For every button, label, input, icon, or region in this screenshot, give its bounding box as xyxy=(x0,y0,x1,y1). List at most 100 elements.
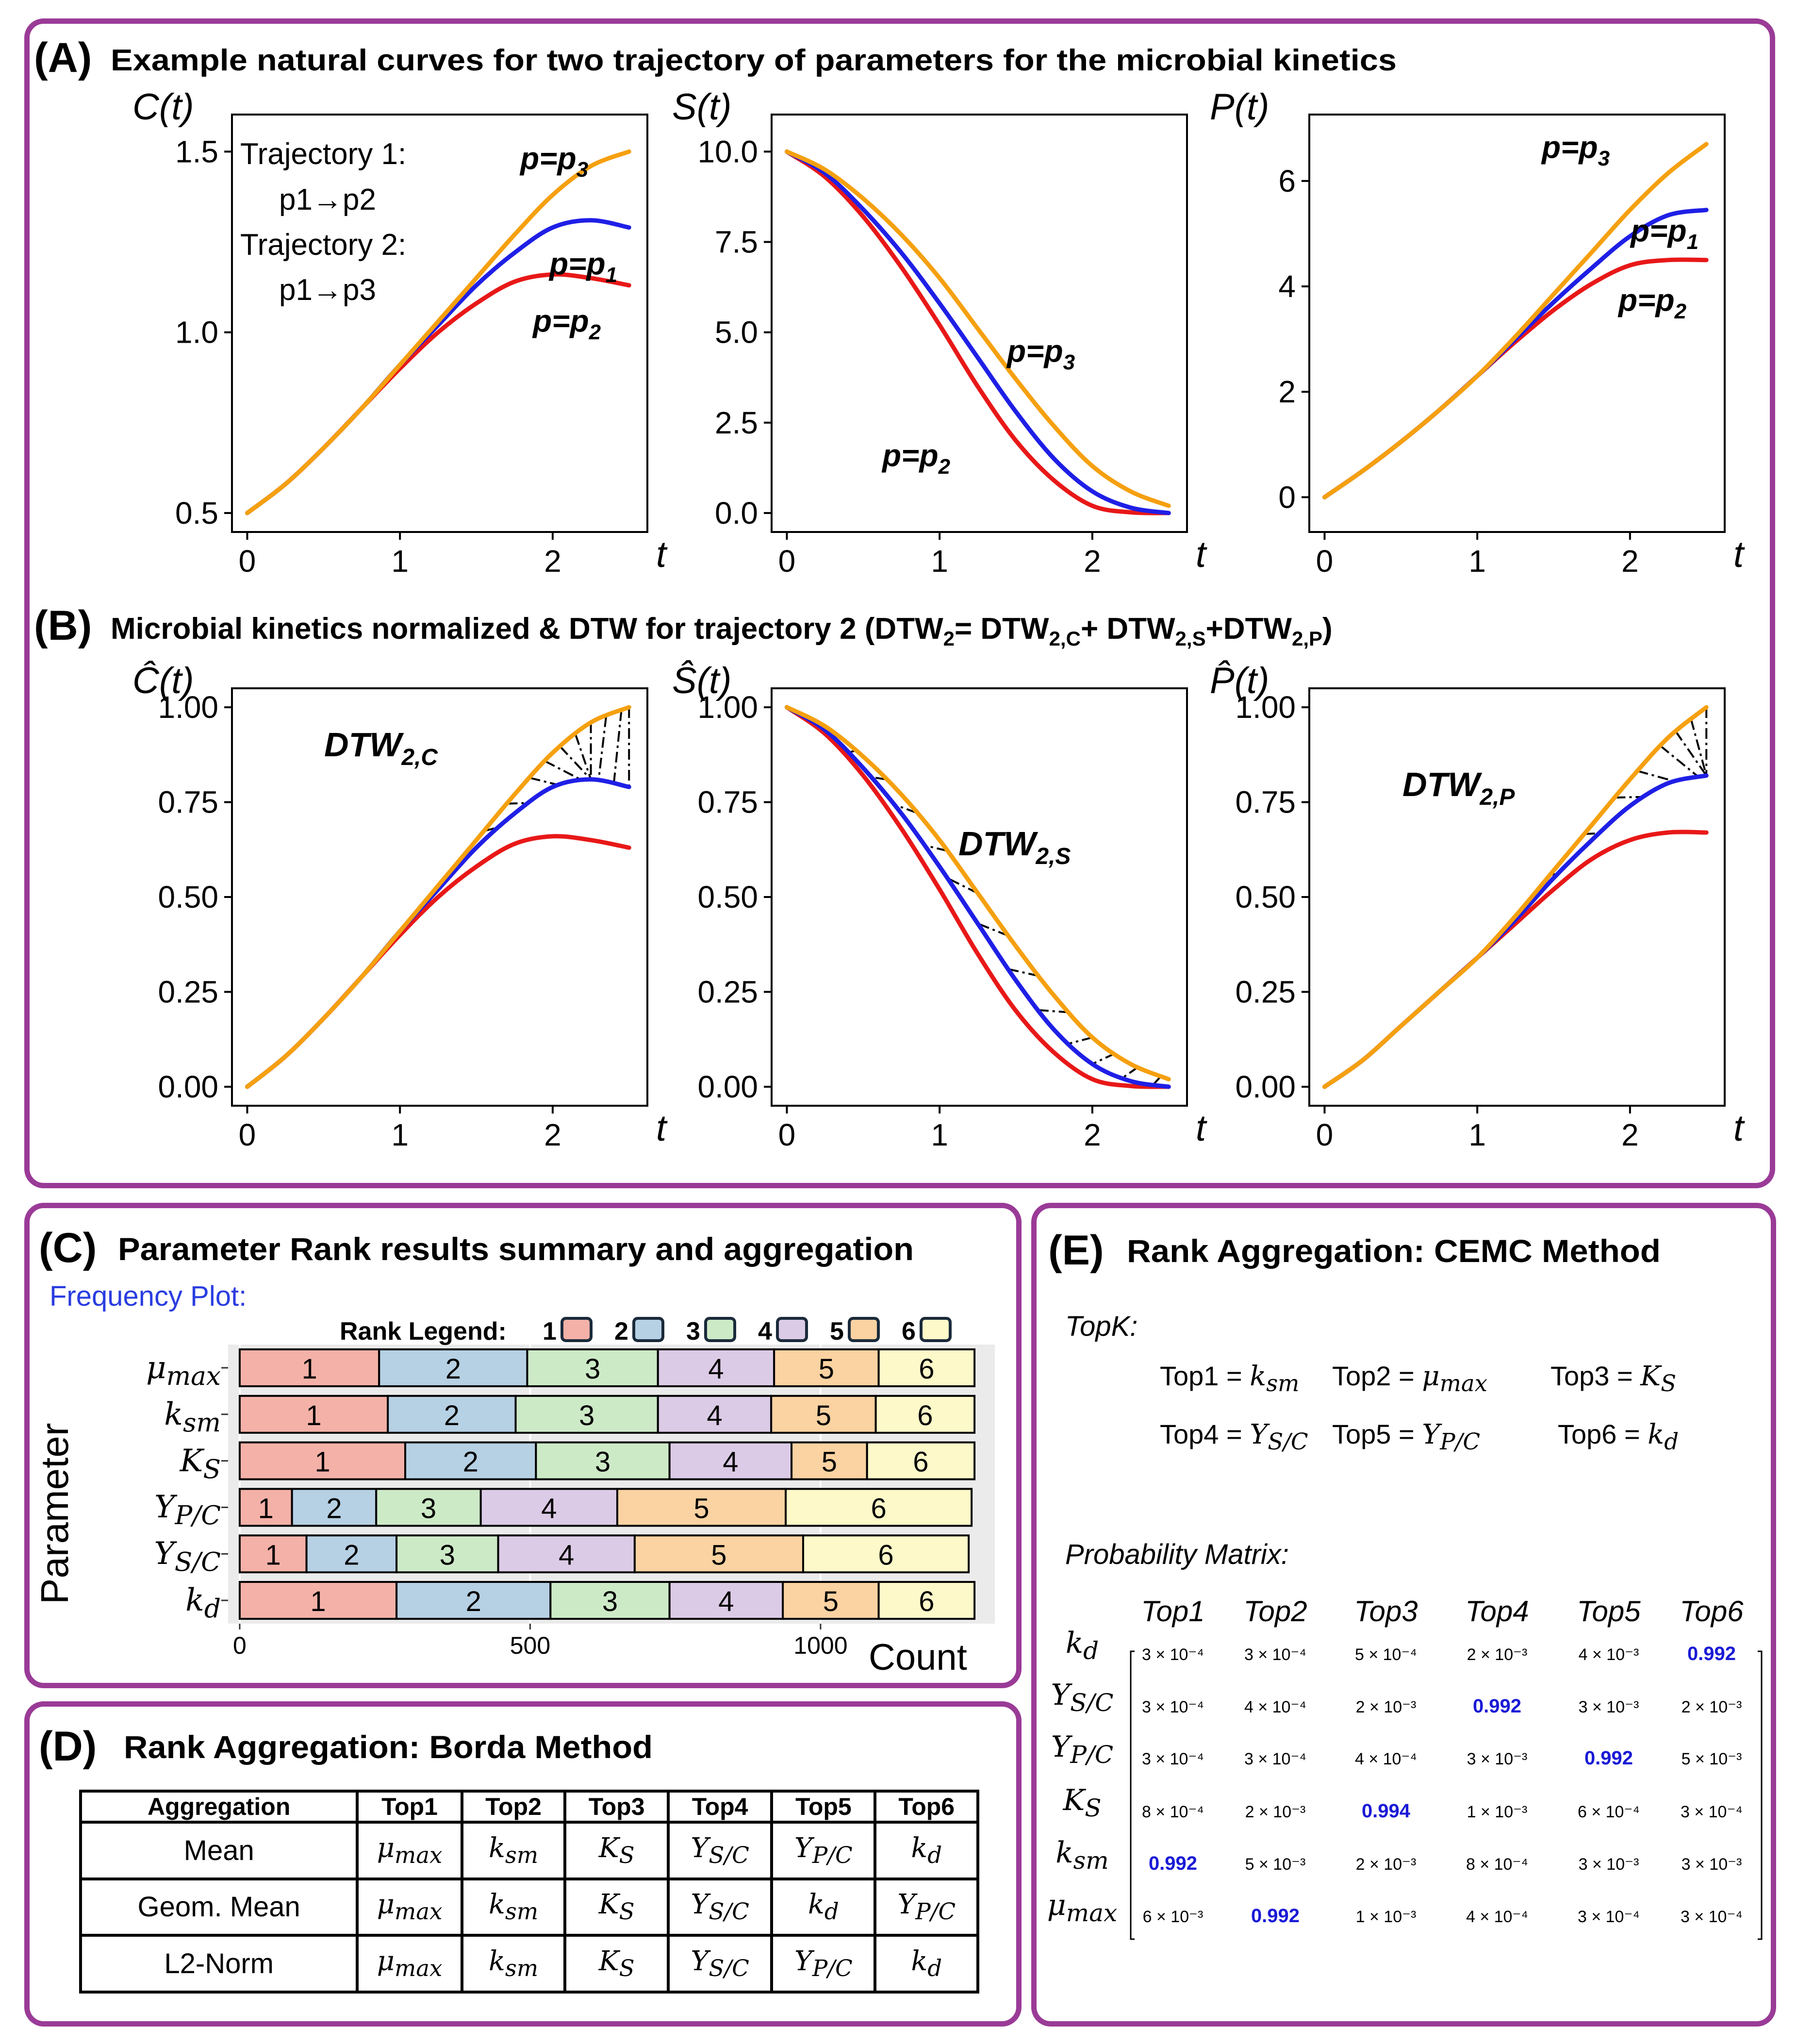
dtw-p-label: DTW2,P xyxy=(1402,765,1515,810)
table-cell: kd xyxy=(874,1934,979,1994)
panel-a-title: Example natural curves for two trajector… xyxy=(111,44,1397,77)
table-cell: μmax xyxy=(356,1934,463,1994)
panel-e-frame xyxy=(1031,1203,1776,2027)
x-tick-label: 2 xyxy=(544,1117,561,1152)
series-line xyxy=(784,705,1171,1089)
panel-d-frame xyxy=(24,1701,1022,2027)
matrix-value: 4 × 10⁻⁴ xyxy=(1355,1750,1417,1768)
matrix-value: 3 × 10⁻³ xyxy=(1467,1750,1528,1768)
dtw-warp-line xyxy=(924,844,948,852)
table-header-cell: Top2 xyxy=(460,1790,567,1824)
matrix-row-label: μmax xyxy=(1047,1888,1117,1927)
bar-segment xyxy=(535,1441,671,1480)
table-cell: KS xyxy=(563,1821,670,1880)
y-tick-label: 1.00 xyxy=(1235,690,1296,725)
topk-entry: Top2 = μmax xyxy=(1332,1361,1487,1397)
panel-e-title: Rank Aggregation: CEMC Method xyxy=(1127,1233,1661,1269)
x-tick-label: 0 xyxy=(239,1117,256,1152)
rank-legend-swatch xyxy=(632,1317,664,1342)
cemc-section: Top1 = ksm Top2 = μmax Top3 = KS Top4 = YS/… xyxy=(1047,1361,1763,1940)
frequency-plot-label: Frequency Plot: xyxy=(49,1280,247,1312)
borda-table: Aggregation Top1 Top2 Top3 Top4 Top5 Top6 Mean… xyxy=(79,1790,979,1994)
y-tick-label: 0.25 xyxy=(158,974,218,1009)
table-row: L2-Norm μmax ksm KS YS/C YP/C kd xyxy=(79,1934,979,1994)
bar-segment-label: 4 xyxy=(718,1586,734,1617)
bar-segment xyxy=(785,1488,973,1527)
bar-segment xyxy=(791,1441,868,1480)
y-tick-label: 1.00 xyxy=(158,690,218,725)
panel-b-title: Microbial kinetics normalized & DTW for … xyxy=(111,612,1333,650)
bar-segment xyxy=(479,1488,618,1527)
bar-segment xyxy=(633,1534,804,1574)
matrix-value-highlight: 0.994 xyxy=(1362,1800,1411,1822)
bar-segment xyxy=(877,1348,976,1387)
matrix-value: 3 × 10⁻⁴ xyxy=(1244,1750,1306,1768)
category-label: kd xyxy=(185,1582,221,1624)
matrix-row-label: KS xyxy=(1063,1783,1101,1822)
series-line xyxy=(245,149,631,515)
bar-segment xyxy=(396,1581,552,1620)
bar-segment-label: 6 xyxy=(919,1586,934,1617)
y-axis-label: Ŝ(t) xyxy=(672,660,731,701)
rank-legend-title: Rank Legend: xyxy=(340,1317,507,1346)
table-cell: ksm xyxy=(460,1821,567,1880)
dtw-warp-line xyxy=(1690,719,1708,776)
y-tick-label: 4 xyxy=(1278,269,1296,304)
table-header-cell: Top1 xyxy=(356,1790,463,1824)
y-tick-label: 1.00 xyxy=(697,690,758,725)
bar-segment-label: 1 xyxy=(310,1586,326,1617)
x-axis-label: t xyxy=(1733,534,1745,575)
series-line xyxy=(784,705,1171,1081)
probability-matrix-label: Probability Matrix: xyxy=(1065,1539,1289,1570)
dtw-warp-line xyxy=(560,746,592,781)
matrix-value: 3 × 10⁻⁴ xyxy=(1578,1908,1640,1926)
bar-segment xyxy=(549,1581,671,1620)
matrix-column-header: Top3 xyxy=(1354,1595,1418,1628)
bar-segment xyxy=(375,1488,482,1527)
bar-segment-label: 6 xyxy=(913,1446,928,1478)
y-tick-label: 10.0 xyxy=(697,134,758,169)
x-tick-label: 1 xyxy=(931,1117,948,1152)
bar-segment xyxy=(866,1441,976,1480)
bar-segment xyxy=(802,1534,970,1574)
dtw-warp-line xyxy=(1069,1036,1093,1045)
plot-frame xyxy=(231,114,648,533)
y-tick-label: 0 xyxy=(1278,480,1296,515)
y-tick-label: 6 xyxy=(1278,164,1296,199)
p-label-p3: p=p3 xyxy=(1541,130,1610,170)
series-line xyxy=(1322,773,1709,1089)
y-tick-label: 0.00 xyxy=(158,1069,218,1104)
panel-d-title: Rank Aggregation: Borda Method xyxy=(124,1729,653,1765)
category-label: ksm xyxy=(164,1396,221,1438)
y-tick-label: 0.50 xyxy=(158,880,218,914)
chart-C: 0 1 2 0.5 1.0 1.5 C(t) t xyxy=(132,86,668,579)
x-tick-label: 0 xyxy=(778,544,796,579)
c-label-p3: p=p3 xyxy=(519,141,588,182)
x-tick-label: 1 xyxy=(931,544,948,579)
chart-Phat: 0 1 2 0.00 0.25 0.50 0.75 1.00P̂(t) t xyxy=(1210,660,1745,1152)
bar-segment-label: 3 xyxy=(440,1539,455,1571)
bar-segment xyxy=(657,1395,773,1434)
x-tick-label: 2 xyxy=(1084,544,1101,579)
matrix-row-label: kd xyxy=(1066,1626,1099,1665)
x-tick-label: 1 xyxy=(1468,544,1486,579)
matrix-value: 3 × 10⁻⁴ xyxy=(1244,1645,1306,1664)
y-tick-label: 0.75 xyxy=(1235,785,1296,820)
bar-segment xyxy=(874,1395,976,1434)
series-line xyxy=(1322,142,1709,499)
x-axis-label: Count xyxy=(869,1637,967,1678)
matrix-value: 6 × 10⁻⁴ xyxy=(1578,1803,1640,1821)
x-tick-label: 1000 xyxy=(793,1632,847,1659)
chart-S: 0 1 2 0.0 2.5 5.0 7.5 10.0 S(t) t xyxy=(672,86,1207,579)
x-axis-label: t xyxy=(1196,1108,1207,1149)
rank-legend-number: 5 xyxy=(830,1317,844,1346)
y-tick-label: 7.5 xyxy=(715,224,758,259)
y-axis-label: Ĉ(t) xyxy=(132,660,194,701)
matrix-value: 1 × 10⁻³ xyxy=(1467,1803,1528,1821)
trajectory-2-path: p1→p3 xyxy=(279,273,376,307)
topk-entry: Top6 = kd xyxy=(1558,1419,1679,1455)
y-axis-label: Parameter xyxy=(33,1423,76,1604)
y-tick-label: 2 xyxy=(1278,374,1296,409)
matrix-value: 3 × 10⁻³ xyxy=(1579,1698,1639,1716)
bar-segment xyxy=(238,1534,308,1574)
